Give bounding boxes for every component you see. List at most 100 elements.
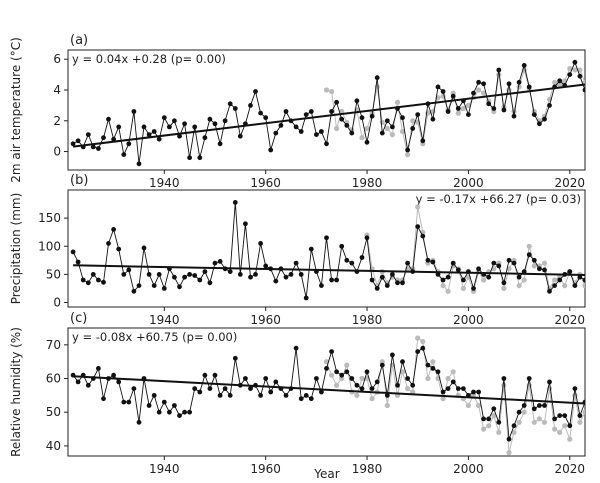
data-point (314, 376, 319, 381)
data-point (354, 392, 360, 398)
data-point (298, 272, 304, 277)
data-point (359, 375, 365, 382)
data-point (192, 386, 198, 391)
data-point (577, 419, 583, 425)
data-point (461, 386, 466, 391)
data-point (521, 403, 527, 408)
data-point (501, 107, 507, 113)
data-point (491, 106, 497, 111)
data-point (516, 79, 522, 85)
data-point (506, 436, 512, 442)
data-point (222, 386, 228, 391)
data-point (329, 277, 334, 283)
data-point (531, 419, 537, 425)
data-point (197, 155, 203, 161)
data-point (324, 366, 329, 371)
x-tick-label: 1940 (149, 176, 180, 190)
y-tick-label: 50 (46, 267, 61, 281)
data-point (572, 283, 578, 288)
data-point (440, 89, 446, 94)
data-point (131, 288, 137, 294)
data-point (253, 89, 258, 94)
data-point (420, 233, 426, 239)
data-point (359, 255, 365, 260)
y-tick-label: 70 (46, 338, 61, 352)
data-point (293, 260, 299, 266)
data-point (476, 402, 482, 409)
data-point (425, 362, 431, 368)
data-point (70, 141, 76, 147)
data-point (547, 103, 552, 108)
x-tick-label: 1960 (250, 176, 281, 190)
data-point (491, 406, 497, 412)
x-tick-label: 2000 (453, 462, 484, 476)
data-point (552, 416, 557, 422)
y-tick-label: 150 (38, 211, 61, 225)
regression-equation: y = -0.17x +66.27 (p= 0.03) (416, 192, 581, 206)
data-point (202, 372, 208, 378)
data-point (445, 386, 451, 391)
data-point (126, 267, 132, 273)
data-point (359, 386, 365, 391)
data-point (85, 280, 91, 286)
data-point (303, 295, 309, 301)
data-point (384, 393, 390, 398)
data-point (329, 109, 334, 114)
data-point (293, 345, 299, 351)
data-point (557, 78, 563, 84)
data-point (537, 266, 542, 272)
data-point (557, 429, 563, 435)
data-point (435, 84, 441, 90)
data-point (420, 345, 426, 351)
data-point (506, 81, 512, 87)
data-point (445, 288, 451, 294)
data-point (126, 399, 132, 405)
data-point (273, 130, 279, 136)
data-point (537, 403, 542, 408)
data-point (334, 125, 340, 132)
data-point (567, 436, 573, 442)
data-point (319, 283, 324, 288)
data-point (547, 379, 552, 385)
data-point (542, 116, 547, 122)
data-point (177, 284, 182, 290)
x-tick-label: 2020 (555, 313, 586, 327)
data-point (232, 106, 238, 111)
data-point (567, 72, 573, 77)
data-point (263, 376, 269, 381)
panel-label: (a) (70, 33, 88, 48)
data-point (80, 277, 86, 283)
data-point (547, 288, 552, 294)
data-point (577, 413, 583, 418)
data-point (212, 121, 218, 127)
data-point (217, 141, 223, 147)
data-point (96, 146, 101, 151)
data-point (455, 386, 461, 391)
data-point (151, 129, 157, 134)
data-point (379, 119, 385, 125)
data-point (111, 372, 116, 378)
data-point (455, 267, 461, 273)
y-axis-label: Precipitation (mm) (9, 193, 23, 305)
data-point (136, 419, 142, 425)
data-point (430, 259, 436, 265)
data-point (172, 118, 177, 124)
data-point (430, 359, 436, 365)
data-point (369, 113, 375, 119)
data-point (384, 402, 390, 409)
data-point (572, 59, 578, 65)
data-point (496, 429, 502, 435)
data-point (354, 98, 360, 104)
data-point (344, 257, 350, 263)
data-point (344, 362, 350, 368)
x-tick-label: 1940 (149, 462, 180, 476)
data-point (582, 409, 585, 415)
data-point (146, 403, 152, 408)
data-point (258, 241, 263, 246)
data-point (400, 280, 405, 286)
data-point (440, 389, 446, 395)
data-point (577, 274, 583, 280)
data-point (192, 273, 198, 278)
data-point (511, 423, 517, 429)
panel-label: (c) (70, 311, 87, 326)
